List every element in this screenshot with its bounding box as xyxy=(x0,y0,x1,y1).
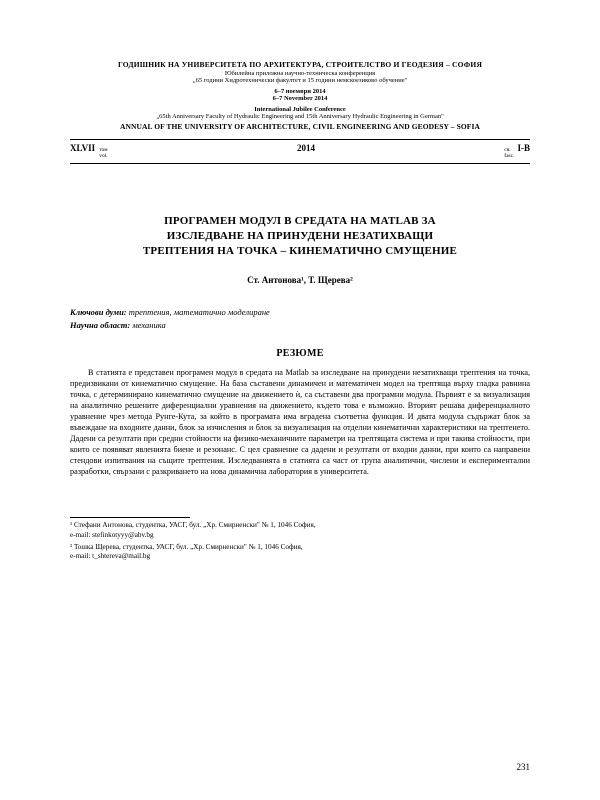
field-label: Научна област: xyxy=(70,320,130,330)
footnote-1-line-1: ¹ Стефани Антонова, студентка, УАСГ, бул… xyxy=(70,521,316,529)
footnote-2: ² Тошка Щерева, студентка, УАСГ, бул. „Х… xyxy=(70,543,530,562)
publisher-bg: ГОДИШНИК НА УНИВЕРСИТЕТА ПО АРХИТЕКТУРА,… xyxy=(70,60,530,69)
footnote-1: ¹ Стефани Антонова, студентка, УАСГ, бул… xyxy=(70,521,530,540)
conference-en-1: International Jubilee Conference xyxy=(70,106,530,113)
volume-left: XLVII том vol. xyxy=(70,143,108,159)
footnote-rule xyxy=(70,517,190,518)
abstract-text: В статията е представен програмен модул … xyxy=(70,367,530,478)
keywords-block: Ключови думи: трептения, математично мод… xyxy=(70,307,530,317)
vol-label-en: vol. xyxy=(99,154,107,160)
conference-bg-2: „65 години Хидротехнически факултет и 15… xyxy=(70,77,530,84)
resume-heading: РЕЗЮМЕ xyxy=(70,348,530,359)
page-number: 231 xyxy=(517,762,531,772)
paper-title-block: ПРОГРАМЕН МОДУЛ В СРЕДАТА НА MATLAB ЗА И… xyxy=(70,214,530,259)
date-block: 6–7 ноември 2014 6–7 November 2014 xyxy=(70,88,530,102)
volume-number: XLVII xyxy=(70,143,95,153)
publisher-en: ANNUAL OF THE UNIVERSITY OF ARCHITECTURE… xyxy=(70,122,530,131)
field-block: Научна област: механика xyxy=(70,320,530,330)
rule-top xyxy=(70,139,530,140)
footnote-1-line-2: e-mail: stefinkotyyy@abv.bg xyxy=(70,531,154,539)
date-en: 6–7 November 2014 xyxy=(70,95,530,102)
authors: Ст. Антонова¹, Т. Щерева² xyxy=(70,275,530,285)
publication-header: ГОДИШНИК НА УНИВЕРСИТЕТА ПО АРХИТЕКТУРА,… xyxy=(70,60,530,131)
volume-year: 2014 xyxy=(297,143,315,153)
paper-title-line-1: ПРОГРАМЕН МОДУЛ В СРЕДАТА НА MATLAB ЗА xyxy=(70,214,530,229)
conference-bg-1: Юбилейна приложна научно-техническа конф… xyxy=(70,70,530,77)
paper-title-line-3: ТРЕПТЕНИЯ НА ТОЧКА – КИНЕМАТИЧНО СМУЩЕНИ… xyxy=(70,244,530,259)
issue-number: I-B xyxy=(517,143,530,153)
issue-label-en: fasc. xyxy=(504,154,514,160)
date-bg: 6–7 ноември 2014 xyxy=(70,88,530,95)
conference-en-2: „65th Anniversary Faculty of Hydraulic E… xyxy=(70,113,530,120)
paper-title-line-2: ИЗСЛЕДВАНЕ НА ПРИНУДЕНИ НЕЗАТИХВАЩИ xyxy=(70,229,530,244)
field-text: механика xyxy=(132,320,165,330)
keywords-label: Ключови думи: xyxy=(70,307,127,317)
volume-right: св. fasc. I-B xyxy=(504,143,530,159)
footnote-2-line-2: e-mail: t_shtereva@mail.bg xyxy=(70,552,150,560)
rule-bottom xyxy=(70,163,530,164)
footnote-2-line-1: ² Тошка Щерева, студентка, УАСГ, бул. „Х… xyxy=(70,543,303,551)
volume-row: XLVII том vol. 2014 св. fasc. I-B xyxy=(70,143,530,159)
keywords-text: трептения, математично моделиране xyxy=(129,307,270,317)
